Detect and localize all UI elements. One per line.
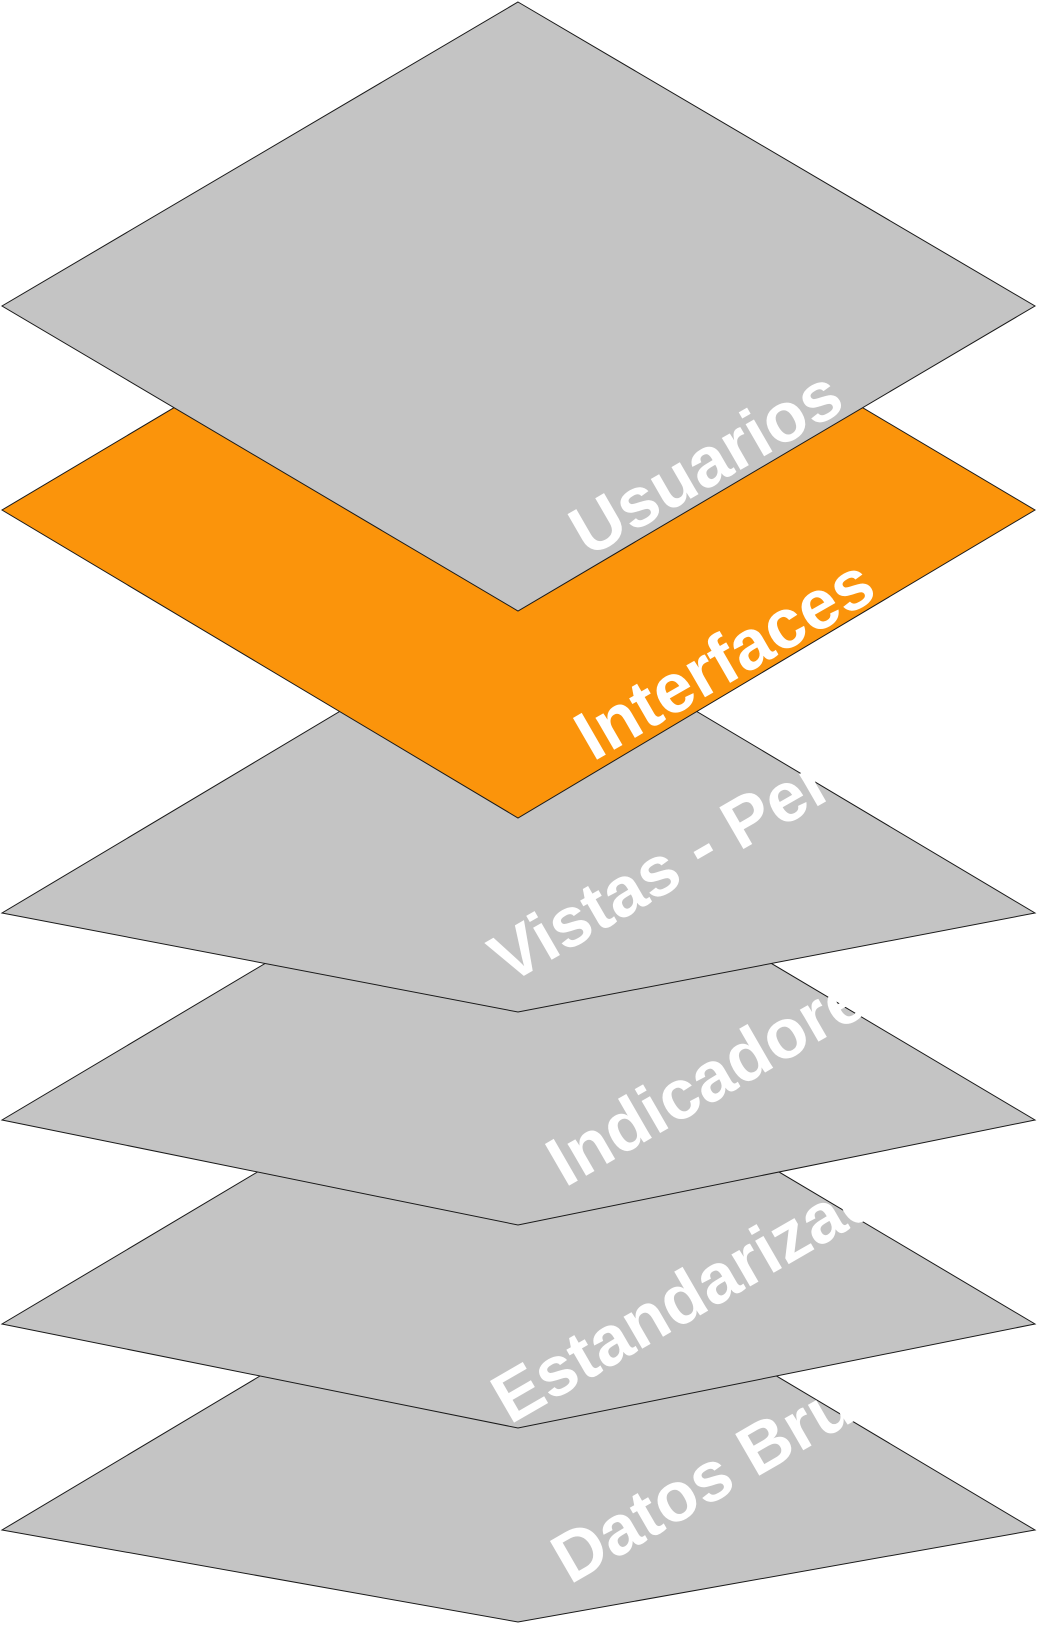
layer-indicadores: Indicadores xyxy=(0,812,1037,1226)
layer-usuarios-plane xyxy=(1,1,1036,612)
layer-indicadores-plane xyxy=(0,812,1037,1226)
